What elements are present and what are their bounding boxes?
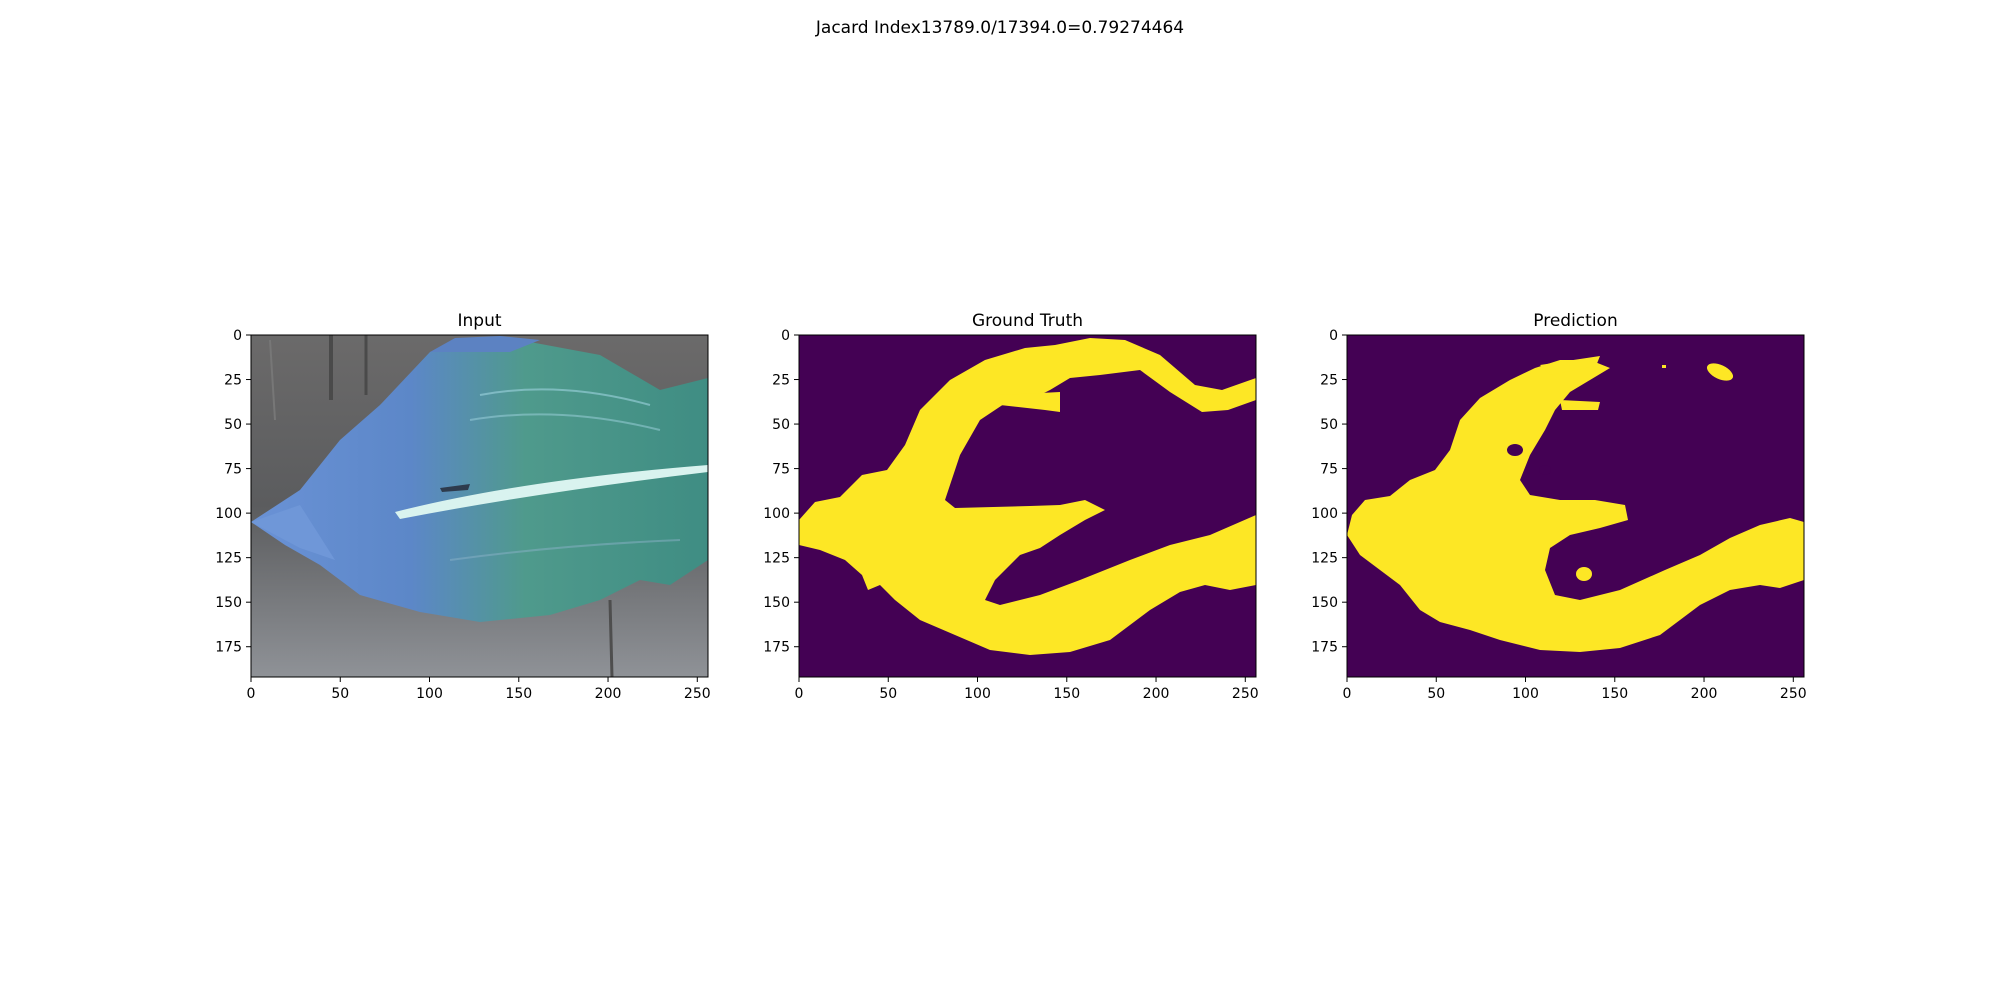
y-tick-label: 0 (1329, 328, 1338, 344)
x-tick-label: 250 (1780, 686, 1807, 702)
x-tick-label: 50 (1427, 686, 1445, 702)
y-tick-label: 150 (1311, 595, 1338, 611)
y-tick-label: 125 (215, 551, 242, 567)
prediction-mask (1347, 335, 1804, 677)
x-tick-label: 0 (247, 686, 256, 702)
y-tick-label: 25 (772, 373, 790, 389)
y-tick-label: 0 (233, 328, 242, 344)
x-tick-label: 200 (1691, 686, 1718, 702)
x-tick-label: 50 (879, 686, 897, 702)
y-axis-ticks: 0 25 50 75 100 125 150 175 (215, 328, 251, 656)
y-tick-label: 75 (772, 462, 790, 478)
x-tick-label: 200 (595, 686, 622, 702)
x-tick-label: 150 (1053, 686, 1080, 702)
y-tick-label: 125 (1311, 551, 1338, 567)
y-axis-ticks: 0 25 50 75 100 125 150 175 (1311, 328, 1347, 656)
y-tick-label: 100 (763, 506, 790, 522)
x-tick-label: 100 (964, 686, 991, 702)
x-axis-ticks: 0 50 100 150 200 250 (1343, 677, 1807, 702)
x-tick-label: 100 (1512, 686, 1539, 702)
x-tick-label: 200 (1143, 686, 1170, 702)
input-image (251, 335, 708, 677)
x-tick-label: 0 (1343, 686, 1352, 702)
figure-suptitle: Jacard Index13789.0/17394.0=0.79274464 (815, 18, 1184, 38)
y-tick-label: 125 (763, 551, 790, 567)
y-tick-label: 100 (215, 506, 242, 522)
y-tick-label: 75 (1320, 462, 1338, 478)
y-tick-label: 175 (1311, 640, 1338, 656)
panel-ground-truth: Ground Truth 0 50 100 150 200 250 0 25 50 75 100 1… (763, 311, 1258, 702)
y-tick-label: 150 (215, 595, 242, 611)
y-tick-label: 150 (763, 595, 790, 611)
x-axis-ticks: 0 50 100 150 200 250 (247, 677, 711, 702)
x-tick-label: 0 (795, 686, 804, 702)
y-tick-label: 100 (1311, 506, 1338, 522)
y-axis-ticks: 0 25 50 75 100 125 150 175 (763, 328, 799, 656)
y-tick-label: 175 (763, 640, 790, 656)
panel-prediction: Prediction 0 50 100 150 200 250 0 25 50 75 100 125… (1311, 311, 1806, 702)
panel-title: Input (457, 311, 501, 331)
y-tick-label: 0 (781, 328, 790, 344)
y-tick-label: 50 (772, 417, 790, 433)
axes-frame (1346, 334, 1805, 678)
axes-frame (798, 334, 1257, 678)
x-tick-label: 250 (1232, 686, 1259, 702)
panel-input: Input 0 50 100 150 200 250 0 25 50 75 100 125 150 17… (215, 311, 710, 702)
y-tick-label: 50 (224, 417, 242, 433)
x-tick-label: 250 (684, 686, 711, 702)
panel-title: Prediction (1533, 311, 1617, 331)
x-tick-label: 100 (416, 686, 443, 702)
ground-truth-mask (799, 335, 1256, 677)
x-tick-label: 150 (505, 686, 532, 702)
y-tick-label: 25 (1320, 373, 1338, 389)
x-axis-ticks: 0 50 100 150 200 250 (795, 677, 1259, 702)
x-tick-label: 150 (1601, 686, 1628, 702)
panel-title: Ground Truth (972, 311, 1083, 331)
y-tick-label: 175 (215, 640, 242, 656)
axes-frame (250, 334, 709, 678)
y-tick-label: 75 (224, 462, 242, 478)
y-tick-label: 50 (1320, 417, 1338, 433)
y-tick-label: 25 (224, 373, 242, 389)
x-tick-label: 50 (331, 686, 349, 702)
